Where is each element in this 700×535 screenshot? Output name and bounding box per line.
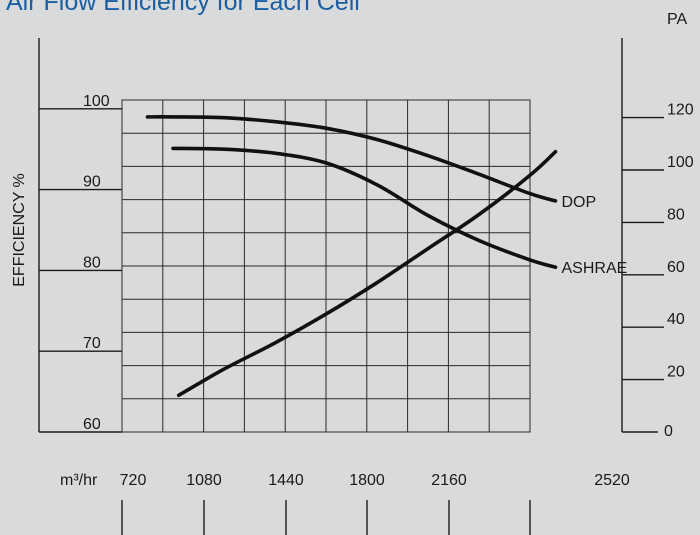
right-axis-tick-label: 0 bbox=[664, 423, 673, 440]
right-axis-label: PA bbox=[667, 11, 687, 28]
ashrae-curve bbox=[171, 146, 558, 269]
x-axis-tick-label: 1440 bbox=[268, 472, 304, 489]
left-axis-tick-label: 100 bbox=[83, 93, 110, 110]
right-axis-tick-label: 40 bbox=[667, 311, 685, 328]
right-axis-tick-label: 20 bbox=[667, 364, 685, 381]
pressure-drop-curve bbox=[176, 149, 558, 398]
right-axis-tick-label: 60 bbox=[667, 259, 685, 276]
axes-layer bbox=[38, 38, 664, 535]
chart-title: Air Flow Efficiency for Each Cell bbox=[6, 0, 360, 16]
series-label-dop: DOP bbox=[562, 194, 597, 211]
dop-curve bbox=[145, 115, 558, 203]
plot-grid bbox=[121, 99, 531, 433]
left-axis-tick-label: 70 bbox=[83, 335, 101, 352]
x-axis-tick-label: 1800 bbox=[349, 472, 385, 489]
x-axis-unit: m³/hr bbox=[60, 472, 98, 489]
left-axis-label: EFFICIENCY % bbox=[11, 173, 28, 287]
x-axis-tick-label: 720 bbox=[120, 472, 147, 489]
left-axis-tick-label: 90 bbox=[83, 174, 101, 191]
left-axis-tick-label: 80 bbox=[83, 254, 101, 271]
right-axis-tick-label: 100 bbox=[667, 154, 694, 171]
x-axis-tick-label: 2520 bbox=[594, 472, 630, 489]
label-layer: 60 70 80 90 100 EFFICIENCY % 0 20 40 60 80 100 120 PA… bbox=[11, 11, 694, 489]
x-axis-tick-label: 2160 bbox=[431, 472, 467, 489]
left-axis-tick-label: 60 bbox=[83, 416, 101, 433]
curve-layer bbox=[145, 115, 558, 398]
x-axis-tick-label: 1080 bbox=[186, 472, 222, 489]
right-axis-tick-label: 120 bbox=[667, 102, 694, 119]
series-label-ashrae: ASHRAE bbox=[562, 260, 628, 277]
right-axis-tick-label: 80 bbox=[667, 206, 685, 223]
